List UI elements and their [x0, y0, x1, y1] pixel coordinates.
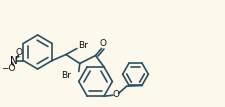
Text: Br: Br: [61, 71, 71, 80]
Text: O: O: [16, 48, 23, 57]
Text: O: O: [112, 90, 119, 99]
Text: −O: −O: [1, 64, 16, 73]
Text: +: +: [15, 54, 20, 59]
Text: Br: Br: [78, 41, 88, 50]
Text: O: O: [100, 39, 107, 48]
Text: N: N: [10, 56, 18, 65]
